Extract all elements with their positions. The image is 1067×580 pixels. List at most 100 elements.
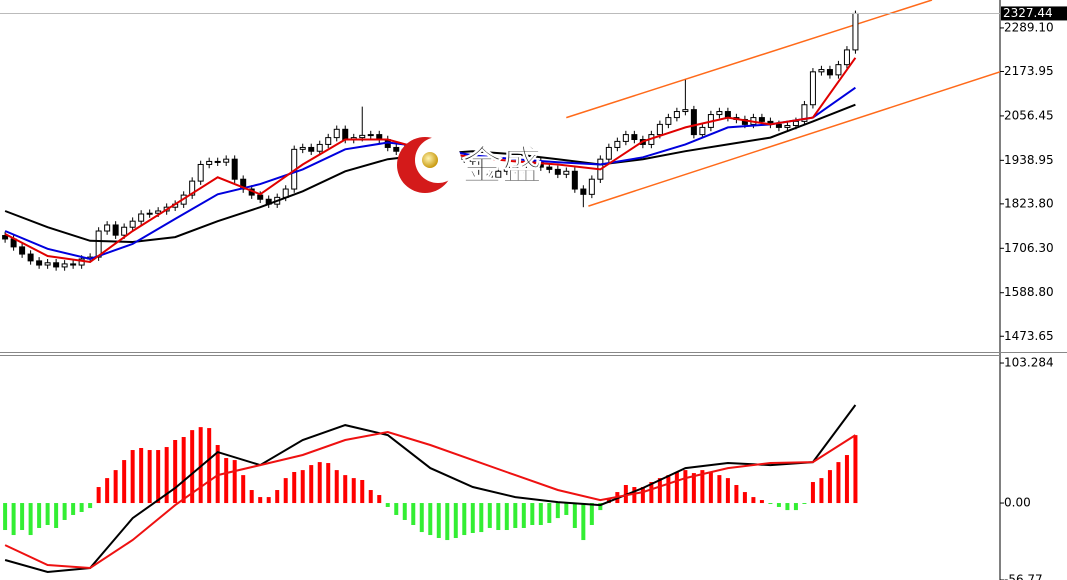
candle-body <box>2 235 9 240</box>
candle-body <box>316 143 323 152</box>
candle-body <box>622 134 629 142</box>
histogram-bar <box>139 447 144 504</box>
histogram-bar <box>759 500 764 504</box>
candle-body <box>656 123 663 136</box>
candle-body <box>546 166 553 170</box>
histogram-bar <box>88 503 93 509</box>
candle-body <box>554 168 561 175</box>
histogram-bar <box>683 470 688 504</box>
histogram-bar <box>343 475 348 504</box>
candle-body <box>95 230 102 258</box>
logo <box>422 152 438 168</box>
candle-body <box>758 117 765 122</box>
histogram-bar <box>632 487 637 504</box>
histogram-bar <box>20 503 25 531</box>
histogram-bar <box>334 470 339 504</box>
y-tick-label: 1823.80 <box>1004 196 1054 210</box>
histogram-bar <box>513 503 518 528</box>
histogram-bar <box>462 503 467 536</box>
histogram-bar <box>190 430 195 504</box>
y-tick-label: 1938.95 <box>1004 153 1054 167</box>
histogram-bar <box>266 497 271 504</box>
y-tick-label: 1473.65 <box>1004 329 1054 343</box>
histogram-bar <box>130 450 135 504</box>
histogram-bar <box>453 503 458 539</box>
histogram-bar <box>496 503 501 531</box>
histogram-bar <box>351 478 356 504</box>
histogram-bar <box>283 478 288 504</box>
histogram-bar <box>785 503 790 511</box>
histogram-bar <box>657 478 662 504</box>
candle-body <box>121 226 128 236</box>
y-tick-label: 1588.80 <box>1004 285 1054 299</box>
histogram-bar <box>198 427 203 504</box>
histogram-bar <box>394 503 399 515</box>
histogram-bar <box>708 471 713 504</box>
candle-body <box>44 262 51 266</box>
candle-body <box>155 210 162 214</box>
histogram-bar <box>717 475 722 504</box>
histogram-bar <box>207 428 212 504</box>
candle-body <box>129 220 136 228</box>
candle-body <box>826 69 833 76</box>
candle-body <box>104 224 111 232</box>
histogram-bar <box>827 470 832 504</box>
macd-line <box>4 430 856 570</box>
candle-body <box>775 123 782 128</box>
histogram-bar <box>555 503 560 519</box>
histogram-bar <box>674 471 679 504</box>
histogram-bar <box>436 503 441 539</box>
candle-body <box>299 146 306 150</box>
candle-body <box>512 166 519 170</box>
histogram-bar <box>504 503 509 531</box>
y-tick-label: 2289.10 <box>1004 20 1054 34</box>
candle-body <box>818 69 825 73</box>
histogram-bar <box>368 490 373 504</box>
candle-body <box>325 137 332 145</box>
candle-body <box>138 213 145 222</box>
histogram-bar <box>96 487 101 504</box>
histogram-bar <box>147 450 152 504</box>
candle-body <box>333 128 340 139</box>
y-tick-label: 0.00 <box>1004 496 1031 510</box>
histogram-bar <box>122 460 127 504</box>
histogram-bar <box>564 503 569 515</box>
candle-body <box>461 156 468 160</box>
histogram-bar <box>776 503 781 507</box>
candle-body <box>393 146 400 152</box>
plot-area <box>3 404 858 574</box>
histogram-bar <box>377 495 382 504</box>
candle-body <box>809 71 816 106</box>
histogram-bar <box>853 435 858 504</box>
y-tick-label: 103.284 <box>1004 356 1054 370</box>
histogram-bar <box>309 465 314 504</box>
histogram-bar <box>11 503 16 536</box>
histogram-bar <box>173 440 178 504</box>
candle-body <box>580 188 587 195</box>
y-tick-label: 1706.30 <box>1004 241 1054 255</box>
macd-line <box>4 404 857 574</box>
histogram-bar <box>521 503 526 528</box>
histogram-bar <box>258 497 263 504</box>
histogram-bar <box>360 479 365 504</box>
histogram-bar <box>326 463 331 504</box>
channel-line <box>566 0 933 119</box>
candle-body <box>478 160 485 175</box>
histogram-bar <box>241 475 246 504</box>
histogram-bar <box>156 450 161 504</box>
histogram-bar <box>224 458 229 504</box>
candle-body <box>70 263 77 266</box>
candle-body <box>503 166 510 172</box>
histogram-bar <box>479 503 484 533</box>
candle-body <box>801 104 808 122</box>
histogram-bar <box>54 503 59 528</box>
candle-body <box>852 12 859 51</box>
candle-body <box>214 160 221 163</box>
histogram-bar <box>181 437 186 504</box>
candle-body <box>53 262 60 268</box>
candle-body <box>699 126 706 136</box>
y-tick-label: 2173.95 <box>1004 64 1054 78</box>
candle-body <box>359 134 366 139</box>
histogram-bar <box>606 498 611 504</box>
